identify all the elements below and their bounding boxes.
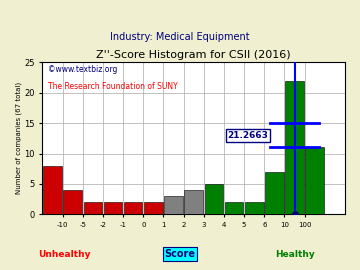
Text: ©www.textbiz.org: ©www.textbiz.org	[49, 65, 118, 74]
Bar	[245, 202, 264, 214]
Bar	[204, 184, 223, 214]
Text: 21.2663: 21.2663	[228, 131, 268, 140]
Bar	[225, 202, 243, 214]
Bar	[144, 202, 163, 214]
Bar	[285, 80, 304, 214]
Text: The Research Foundation of SUNY: The Research Foundation of SUNY	[49, 82, 178, 91]
Bar	[84, 202, 102, 214]
Bar	[63, 190, 82, 214]
Bar	[184, 190, 203, 214]
Text: Industry: Medical Equipment: Industry: Medical Equipment	[110, 32, 250, 42]
Bar	[164, 196, 183, 214]
Text: Score: Score	[165, 249, 195, 259]
Y-axis label: Number of companies (67 total): Number of companies (67 total)	[15, 82, 22, 194]
Bar	[124, 202, 143, 214]
Bar	[265, 172, 284, 214]
Text: Unhealthy: Unhealthy	[39, 250, 91, 259]
Bar	[104, 202, 122, 214]
Text: Healthy: Healthy	[275, 250, 315, 259]
Bar	[306, 147, 324, 214]
Title: Z''-Score Histogram for CSII (2016): Z''-Score Histogram for CSII (2016)	[96, 50, 291, 60]
Bar	[43, 166, 62, 214]
